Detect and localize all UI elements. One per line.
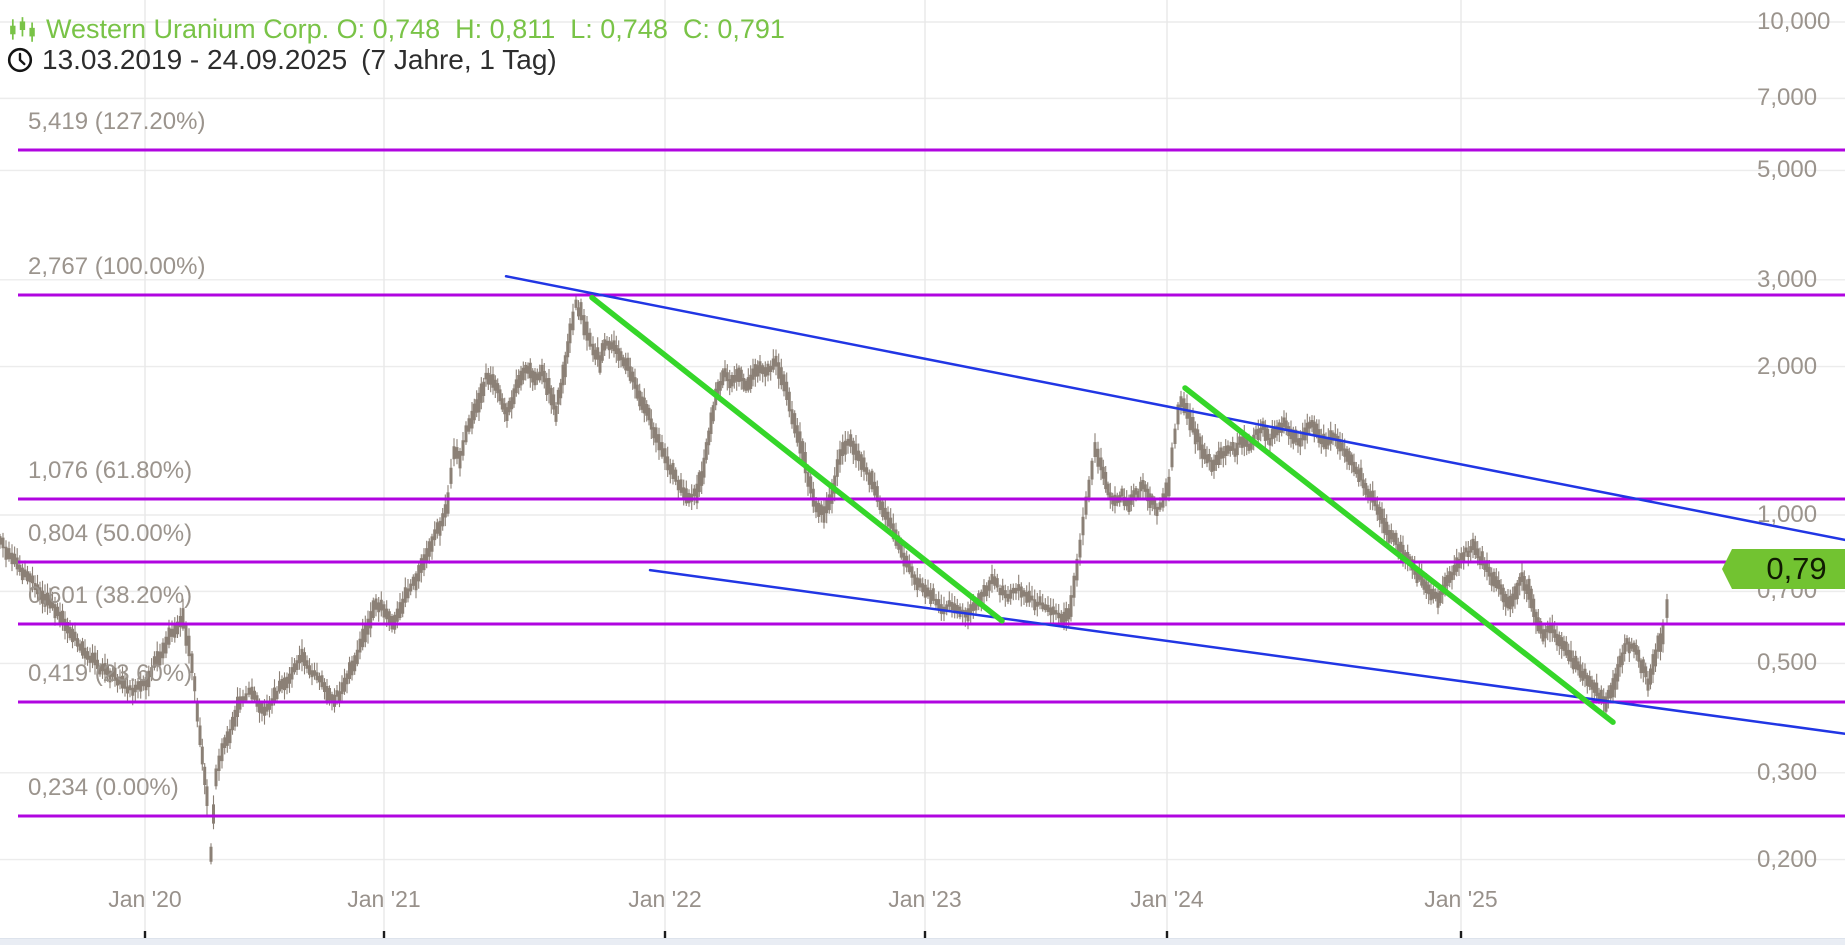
instrument-title[interactable]: Western Uranium Corp. O: 0,748 H: 0,811 … bbox=[46, 14, 785, 44]
y-axis-label: 10,000 bbox=[1757, 8, 1831, 35]
y-axis-label: 3,000 bbox=[1757, 265, 1818, 293]
y-axis-label: 2,000 bbox=[1757, 352, 1818, 380]
y-axis-label: 0,200 bbox=[1757, 845, 1818, 873]
date-range-header: 13.03.2019 - 24.09.2025 (7 Jahre, 1 Tag) bbox=[6, 44, 557, 76]
candlestick-icon bbox=[8, 16, 38, 43]
y-axis-label: 7,000 bbox=[1757, 84, 1818, 112]
date-range-text: 13.03.2019 - 24.09.2025 (7 Jahre, 1 Tag) bbox=[42, 44, 557, 75]
x-axis-label: Jan '25 bbox=[1424, 886, 1498, 912]
candle-bodies bbox=[0, 299, 1669, 862]
y-axis-label: 0,500 bbox=[1757, 649, 1818, 677]
x-axis-label: Jan '21 bbox=[347, 886, 421, 912]
trendline-channel-lower[interactable] bbox=[648, 568, 1845, 735]
x-axis-label: Jan '23 bbox=[888, 886, 962, 912]
x-axis-label: Jan '20 bbox=[108, 886, 182, 912]
ohlc-values: O: 0,748 H: 0,811 L: 0,748 C: 0,791 bbox=[336, 14, 785, 44]
y-axis-label: 1,000 bbox=[1757, 501, 1818, 528]
x-axis-label: Jan '22 bbox=[628, 886, 702, 912]
y-axis-label: 5,000 bbox=[1757, 156, 1818, 184]
fib-level-label[interactable]: 0,234 (0.00%) bbox=[28, 774, 179, 801]
trendline-downtrend-1[interactable] bbox=[589, 294, 1005, 624]
clock-icon bbox=[6, 46, 34, 74]
bottom-axis-strip bbox=[0, 938, 1845, 945]
instrument-header: Western Uranium Corp. O: 0,748 H: 0,811 … bbox=[8, 14, 785, 45]
y-axis-label: 0,300 bbox=[1757, 758, 1818, 786]
trendline-downtrend-2[interactable] bbox=[1182, 385, 1616, 725]
fib-level-label[interactable]: 5,419 (127.20%) bbox=[28, 108, 206, 135]
fib-level-label[interactable]: 0,804 (50.00%) bbox=[28, 520, 193, 547]
period-text: (7 Jahre, 1 Tag) bbox=[361, 44, 557, 75]
fib-level-label[interactable]: 0,601 (38.20%) bbox=[28, 582, 193, 609]
fib-level-label[interactable]: 2,767 (100.00%) bbox=[28, 253, 206, 280]
price-axis[interactable] bbox=[1750, 0, 1845, 938]
last-price-tag: 0,79 bbox=[1722, 549, 1845, 589]
trendline-channel-upper[interactable] bbox=[504, 274, 1845, 542]
fib-level-label[interactable]: 0,419 (23.60%) bbox=[28, 660, 193, 687]
x-axis-label: Jan '24 bbox=[1130, 886, 1204, 912]
fib-level-label[interactable]: 1,076 (61.80%) bbox=[28, 457, 193, 484]
